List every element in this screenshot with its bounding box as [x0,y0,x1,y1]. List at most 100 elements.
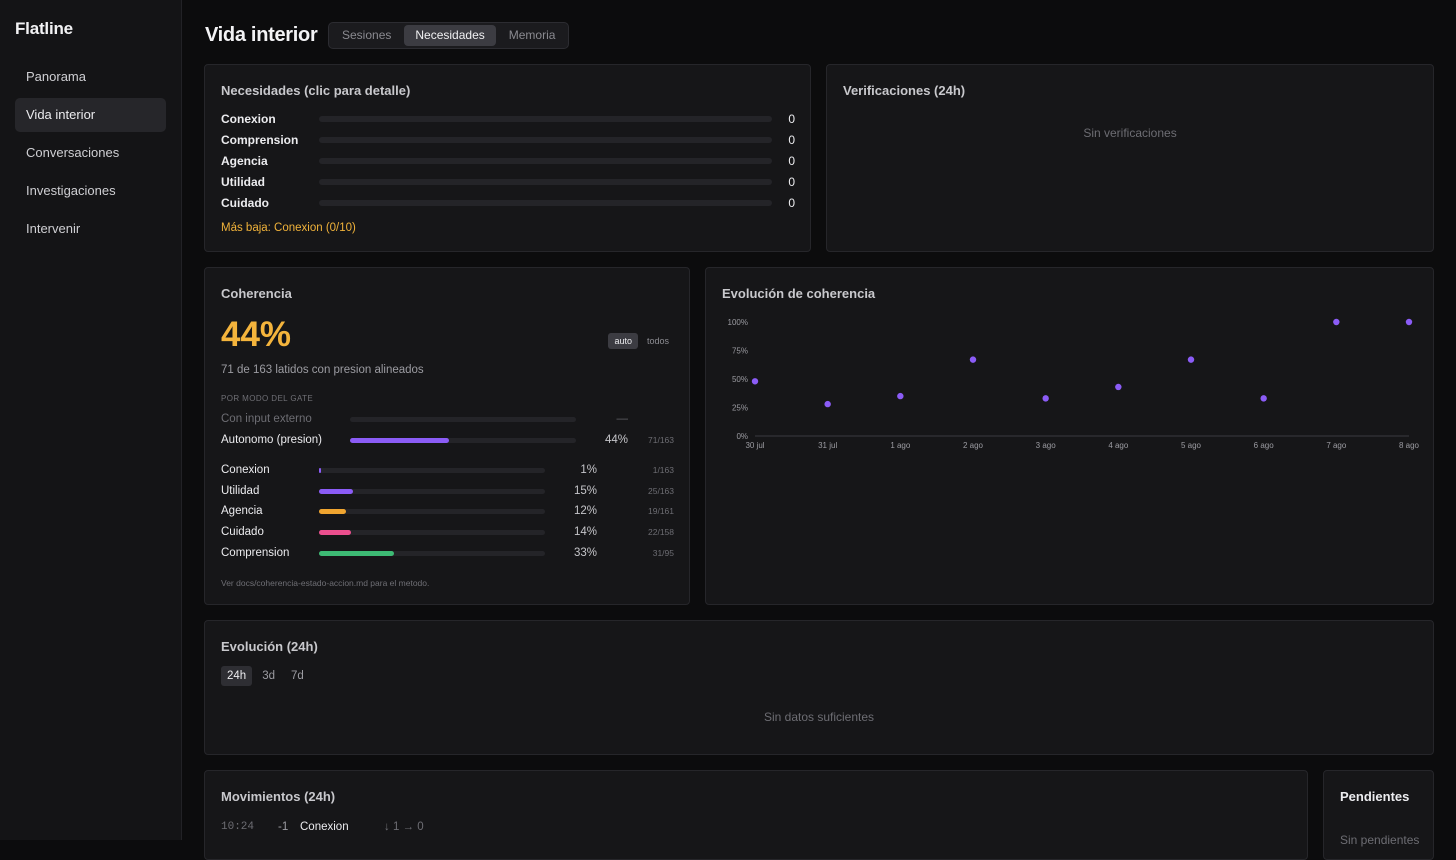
need-row-utilidad[interactable]: Utilidad 0 [221,175,795,189]
coherence-row-label: Conexion [221,464,270,476]
y-tick-label: 50% [732,375,748,384]
coherence-row-label: Agencia [221,505,263,518]
data-point[interactable] [751,378,759,385]
need-row-cuidado[interactable]: Cuidado 0 [221,196,795,210]
need-label: Agencia [221,154,268,168]
need-value: 0 [788,175,795,189]
movements-card: Movimientos (24h) 10:24 -1 Conexion ↓ 1 … [204,770,1308,860]
x-tick-label: 31 jul [818,441,837,450]
data-point[interactable] [1115,383,1122,391]
data-point[interactable] [1405,318,1413,326]
verifications-card: Verificaciones (24h) Sin verificaciones [826,64,1434,252]
x-tick-label: 1 ago [890,441,911,450]
coherence-row-percent: 15% [573,484,597,497]
coherence-row: Con input externo — [221,413,674,427]
need-label: Cuidado [221,196,269,210]
toggle-auto[interactable]: auto [608,333,638,349]
need-value: 0 [788,133,795,147]
coherence-row: Autonomo (presion) 44% 71/163 [221,434,674,448]
sidebar-item-panorama[interactable]: Panorama [26,69,86,84]
coherence-row-label: Con input externo [221,413,312,425]
tab-memoria[interactable]: Memoria [508,28,556,42]
range-7d[interactable]: 7d [290,670,304,682]
coherence-evolution-card: Evolución de coherencia 0% 25% 50% 75% 100% 3… [705,267,1434,605]
coherence-row-bar [319,530,545,536]
view-tabs: Sesiones Necesidades Memoria [328,22,570,49]
sidebar-item-investigaciones[interactable]: Investigaciones [26,183,116,198]
coherence-row-fill [319,509,347,515]
x-tick-label: 5 ago [1181,441,1202,450]
coherence-row-bar [319,488,545,494]
sidebar-nav: Panorama Vida interior Conversaciones In… [15,60,166,250]
coherence-row-percent: 33% [573,546,597,559]
evolution-empty: Sin datos suficientes [763,710,875,724]
movement-delta: -1 [278,821,289,833]
x-tick-label: 6 ago [1254,441,1275,450]
coherence-row-percent: 1% [580,464,597,476]
coherence-row-count: 19/161 [648,506,674,517]
coherence-row-fill [319,488,353,494]
coherence-row-count: 31/95 [652,547,674,558]
need-value: 0 [788,154,795,168]
sidebar-item-intervenir[interactable]: Intervenir [26,221,81,236]
coherence-row-percent: — [616,413,629,425]
coherence-row: Utilidad 15% 25/163 [221,485,674,499]
need-value: 0 [788,112,795,126]
coherence-row-fill [319,468,322,473]
app-logo: Flatline [15,19,73,38]
data-point[interactable] [969,356,977,363]
coherence-row-bar [319,468,545,473]
need-label: Comprension [221,133,299,147]
data-point[interactable] [1042,395,1049,402]
coherence-row: Comprension 33% 31/95 [221,547,674,561]
coherence-row-bar [350,438,576,443]
pending-card: Pendientes Sin pendientes [1323,770,1434,860]
needs-card: Necesidades (clic para detalle) Conexion… [204,64,811,252]
tab-sesiones[interactable]: Sesiones [342,28,392,42]
coherence-row: Conexion 1% 1/163 [221,464,674,478]
coherence-row-fill [319,550,394,556]
coherence-row-fill [350,438,450,443]
x-tick-label: 8 ago [1399,441,1420,450]
coherence-row-bar [319,509,545,515]
tab-necesidades[interactable]: Necesidades [404,25,496,46]
need-label: Conexion [221,112,276,126]
data-point[interactable] [1187,356,1195,363]
data-point[interactable] [824,400,831,408]
need-bar [319,116,772,122]
coherence-row-count: 71/163 [648,435,674,445]
coherence-row-label: Cuidado [221,526,264,539]
coherence-row-fill [319,530,351,536]
lowest-need-note: Más baja: Conexion (0/10) [221,222,356,234]
need-bar [319,158,772,164]
need-row-conexion[interactable]: Conexion 0 [221,112,795,126]
data-point[interactable] [1260,395,1267,402]
page-title: Vida interior [205,24,318,46]
x-tick-label: 4 ago [1108,441,1129,450]
need-label: Utilidad [221,175,265,189]
evolution-24h-card: Evolución (24h) 24h 3d 7d Sin datos sufi… [204,620,1434,755]
movements-title: Movimientos (24h) [221,789,336,804]
data-point[interactable] [1333,318,1340,326]
coherence-row-count: 25/163 [648,485,674,496]
sidebar-item-vida-interior[interactable]: Vida interior [15,98,166,132]
data-point[interactable] [897,392,904,400]
coherence-row-label: Utilidad [221,484,260,497]
need-bar [319,200,772,206]
coherence-row-count: 1/163 [652,465,674,475]
coherence-row-label: Comprension [221,546,290,559]
movement-change: ↓ 1 → 0 [384,821,424,833]
range-3d[interactable]: 3d [262,670,275,682]
need-row-agencia[interactable]: Agencia 0 [221,154,795,168]
toggle-todos[interactable]: todos [646,336,669,346]
x-tick-label: 7 ago [1326,441,1347,450]
need-bar [319,137,772,143]
verifications-empty: Sin verificaciones [1083,126,1177,140]
need-row-comprension[interactable]: Comprension 0 [221,133,795,147]
main-content: Vida interior Sesiones Necesidades Memor… [182,0,1456,860]
sidebar-item-conversaciones[interactable]: Conversaciones [26,145,120,160]
range-selector: 24h 3d 7d [221,666,310,686]
range-24h[interactable]: 24h [221,666,253,686]
coherence-row: Agencia 12% 19/161 [221,505,674,519]
y-tick-label: 25% [732,404,748,413]
